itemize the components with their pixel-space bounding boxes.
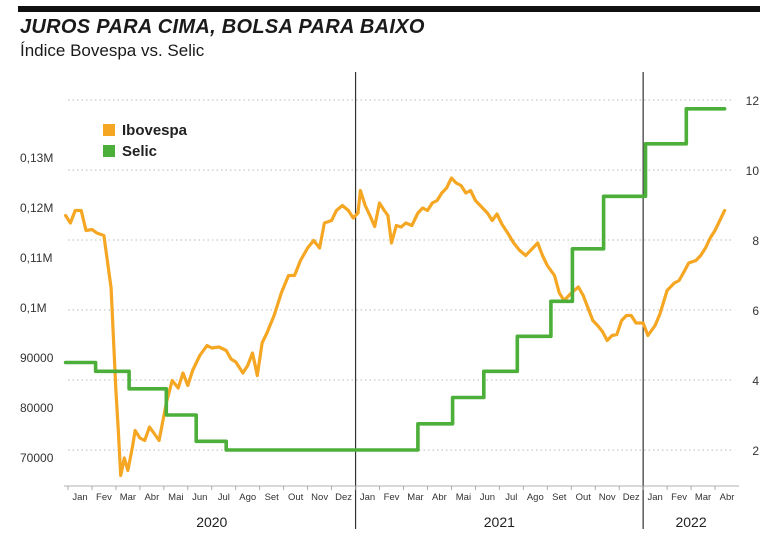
legend-label-ibovespa: Ibovespa bbox=[122, 122, 188, 139]
month-label: Set bbox=[552, 492, 567, 503]
top-rule bbox=[18, 6, 760, 12]
left-tick-label: 0,12M bbox=[20, 201, 53, 215]
month-label: Jul bbox=[218, 492, 230, 503]
month-label: Jun bbox=[480, 492, 495, 503]
month-label: Jan bbox=[360, 492, 375, 503]
month-label: Mar bbox=[120, 492, 136, 503]
right-axis: 2 4 6 8 10 12 bbox=[746, 94, 760, 458]
left-tick-label: 0,1M bbox=[20, 301, 47, 315]
left-tick-label: 0,13M bbox=[20, 151, 53, 165]
month-label: Out bbox=[576, 492, 592, 503]
month-label: Out bbox=[288, 492, 304, 503]
month-label: Mai bbox=[456, 492, 471, 503]
grid bbox=[68, 99, 733, 451]
left-tick-label: 80000 bbox=[20, 401, 54, 415]
month-label: Jan bbox=[72, 492, 87, 503]
year-label-2022: 2022 bbox=[675, 514, 706, 530]
right-tick-label: 2 bbox=[752, 444, 759, 458]
right-tick-label: 10 bbox=[746, 164, 760, 178]
month-label: Jul bbox=[505, 492, 517, 503]
month-label: Fev bbox=[384, 492, 400, 503]
series-lines bbox=[63, 107, 727, 478]
month-label: Nov bbox=[599, 492, 616, 503]
legend-label-selic: Selic bbox=[122, 143, 157, 160]
month-label: Dez bbox=[335, 492, 352, 503]
month-label: Jun bbox=[192, 492, 207, 503]
year-label-2020: 2020 bbox=[196, 514, 227, 530]
right-tick-label: 8 bbox=[752, 234, 759, 248]
year-label-2021: 2021 bbox=[484, 514, 515, 530]
series-line-selic bbox=[63, 107, 727, 452]
x-axis: Jan Fev Mar Abr Mai Jun Jul Ago Set Out Nov Dez Jan F… bbox=[64, 485, 739, 530]
month-label: Abr bbox=[144, 492, 159, 503]
month-label: Fev bbox=[671, 492, 687, 503]
right-tick-label: 6 bbox=[752, 304, 759, 318]
left-tick-label: 70000 bbox=[20, 451, 54, 465]
month-label: Mar bbox=[695, 492, 711, 503]
legend-swatch-ibovespa bbox=[103, 124, 115, 136]
right-tick-label: 12 bbox=[746, 94, 760, 108]
month-label: Abr bbox=[720, 492, 735, 503]
month-label: Dez bbox=[623, 492, 640, 503]
left-tick-label: 90000 bbox=[20, 351, 54, 365]
left-axis: 70000 80000 90000 0,1M 0,11M 0,12M 0,13M bbox=[20, 151, 54, 465]
legend-swatch-selic bbox=[103, 145, 115, 157]
month-label: Ago bbox=[527, 492, 544, 503]
month-label: Set bbox=[265, 492, 280, 503]
month-label: Nov bbox=[311, 492, 328, 503]
left-tick-label: 0,11M bbox=[20, 251, 52, 265]
chart-title: JUROS PARA CIMA, BOLSA PARA BAIXO bbox=[20, 16, 425, 38]
legend: Ibovespa Selic bbox=[103, 122, 188, 160]
year-dividers bbox=[354, 72, 644, 529]
chart-subtitle: Índice Bovespa vs. Selic bbox=[20, 41, 205, 60]
month-label: Mar bbox=[407, 492, 423, 503]
month-label: Ago bbox=[239, 492, 256, 503]
month-label: Fev bbox=[96, 492, 112, 503]
month-label: Mai bbox=[168, 492, 183, 503]
series-line-ibovespa bbox=[63, 176, 727, 478]
month-label: Abr bbox=[432, 492, 447, 503]
right-tick-label: 4 bbox=[752, 374, 759, 388]
month-label: Jan bbox=[647, 492, 662, 503]
